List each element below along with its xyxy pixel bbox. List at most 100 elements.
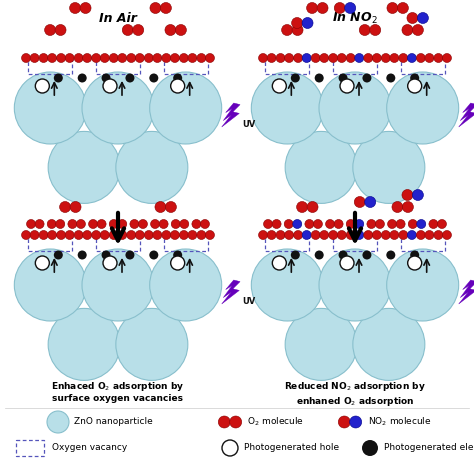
Circle shape	[291, 73, 300, 82]
Circle shape	[291, 250, 300, 259]
Circle shape	[434, 54, 443, 63]
Circle shape	[293, 219, 302, 228]
Text: ZnO nanoparticle: ZnO nanoparticle	[74, 418, 153, 427]
Circle shape	[251, 72, 323, 144]
Circle shape	[91, 230, 100, 239]
Circle shape	[205, 230, 214, 239]
Circle shape	[388, 219, 397, 228]
Circle shape	[30, 54, 39, 63]
Circle shape	[399, 54, 408, 63]
Circle shape	[307, 201, 318, 212]
Circle shape	[337, 230, 346, 239]
Circle shape	[47, 411, 69, 433]
Circle shape	[345, 2, 356, 13]
Text: Reduced NO$_2$ adsorption by
enhaned O$_2$ adsorption: Reduced NO$_2$ adsorption by enhaned O$_…	[284, 380, 426, 408]
Circle shape	[425, 54, 434, 63]
Circle shape	[118, 54, 127, 63]
Circle shape	[201, 219, 210, 228]
Circle shape	[390, 54, 399, 63]
Circle shape	[363, 250, 372, 259]
Circle shape	[70, 2, 81, 13]
Circle shape	[78, 250, 87, 259]
Circle shape	[302, 18, 313, 28]
Circle shape	[264, 219, 273, 228]
Circle shape	[56, 54, 65, 63]
Circle shape	[386, 250, 395, 259]
Circle shape	[56, 219, 65, 228]
Circle shape	[408, 79, 422, 93]
Bar	[333, 235, 377, 251]
Circle shape	[381, 230, 390, 239]
Circle shape	[364, 230, 373, 239]
Circle shape	[402, 190, 413, 201]
Circle shape	[284, 219, 293, 228]
Circle shape	[338, 416, 350, 428]
Circle shape	[48, 131, 120, 203]
Circle shape	[412, 190, 423, 201]
Circle shape	[340, 256, 354, 270]
Circle shape	[319, 72, 391, 144]
Text: In Air: In Air	[99, 11, 137, 25]
Circle shape	[387, 249, 459, 321]
Circle shape	[68, 219, 77, 228]
Circle shape	[116, 131, 188, 203]
Circle shape	[170, 54, 179, 63]
Circle shape	[396, 219, 405, 228]
Circle shape	[292, 25, 303, 36]
Circle shape	[273, 256, 286, 270]
Text: Photogenerated electron: Photogenerated electron	[384, 444, 474, 453]
Circle shape	[284, 230, 293, 239]
Circle shape	[144, 230, 153, 239]
Circle shape	[367, 219, 376, 228]
Bar	[265, 235, 310, 251]
Circle shape	[328, 54, 337, 63]
Circle shape	[126, 250, 135, 259]
Circle shape	[402, 201, 413, 212]
Circle shape	[126, 73, 135, 82]
Circle shape	[180, 219, 189, 228]
Circle shape	[39, 54, 48, 63]
Circle shape	[399, 230, 408, 239]
Circle shape	[402, 25, 413, 36]
Circle shape	[293, 230, 302, 239]
Circle shape	[338, 250, 347, 259]
Circle shape	[353, 309, 425, 381]
Circle shape	[171, 219, 180, 228]
Text: Enhaced O$_2$ adsorption by
surface oxygen vacancies: Enhaced O$_2$ adsorption by surface oxyg…	[51, 380, 185, 403]
Circle shape	[173, 73, 182, 82]
Circle shape	[91, 54, 100, 63]
Circle shape	[82, 230, 91, 239]
Bar	[28, 235, 73, 251]
Polygon shape	[459, 103, 474, 127]
Circle shape	[179, 54, 188, 63]
Circle shape	[14, 249, 86, 321]
Circle shape	[80, 2, 91, 13]
Circle shape	[315, 73, 324, 82]
Polygon shape	[222, 103, 240, 127]
Circle shape	[36, 256, 49, 270]
Bar	[96, 58, 140, 74]
Circle shape	[370, 25, 381, 36]
Bar	[96, 235, 140, 251]
Circle shape	[162, 230, 171, 239]
Circle shape	[387, 2, 398, 13]
Circle shape	[362, 440, 378, 456]
Circle shape	[76, 219, 85, 228]
Circle shape	[418, 12, 428, 24]
Circle shape	[27, 219, 36, 228]
Circle shape	[408, 219, 417, 228]
Circle shape	[353, 131, 425, 203]
Circle shape	[192, 219, 201, 228]
Circle shape	[89, 219, 98, 228]
Circle shape	[48, 309, 120, 381]
Circle shape	[135, 230, 144, 239]
Polygon shape	[222, 280, 240, 304]
Circle shape	[365, 197, 376, 208]
Circle shape	[36, 79, 49, 93]
Circle shape	[307, 2, 318, 13]
Bar	[265, 58, 310, 74]
Circle shape	[326, 219, 335, 228]
Circle shape	[410, 73, 419, 82]
Circle shape	[410, 250, 419, 259]
Circle shape	[292, 18, 302, 28]
